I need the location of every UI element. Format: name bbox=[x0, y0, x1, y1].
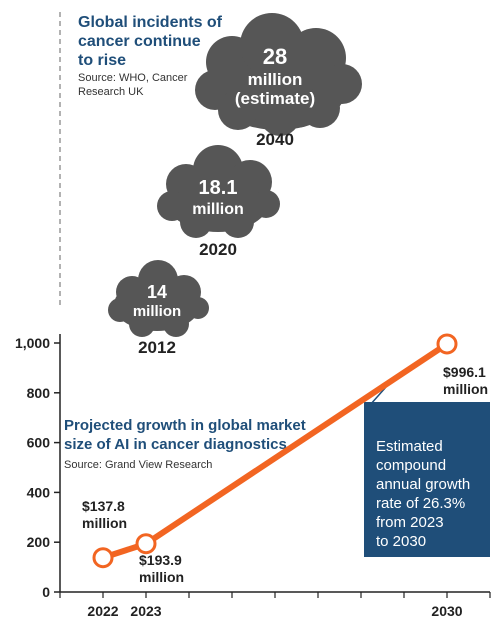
annotation-line: compound bbox=[376, 457, 446, 474]
x-tick-label: 2030 bbox=[431, 603, 462, 619]
data-point bbox=[92, 547, 114, 569]
chart-title: Projected growth in global market size o… bbox=[64, 417, 306, 471]
incidents-title-line: cancer continue bbox=[78, 33, 201, 50]
data-label: million bbox=[82, 515, 127, 531]
chart-title-line: Projected growth in global market bbox=[64, 417, 306, 434]
annotation-line: to 2030 bbox=[376, 533, 426, 550]
x-tick-label: 2022 bbox=[87, 603, 118, 619]
y-tick-label: 800 bbox=[27, 385, 51, 401]
data-label: million bbox=[443, 381, 488, 397]
y-ticks: 0 200 400 600 800 1,000 bbox=[15, 335, 60, 600]
cloud-unit: million bbox=[192, 201, 244, 218]
cloud-unit: million bbox=[133, 303, 181, 320]
annotation-line: annual growth bbox=[376, 476, 470, 493]
cloud-year: 2012 bbox=[138, 338, 176, 357]
cloud-value: 18.1 bbox=[199, 177, 238, 199]
incidents-source: Source: WHO, Cancer Research UK bbox=[78, 72, 188, 98]
cloud-2040: 28 million (estimate) 2040 bbox=[195, 13, 362, 149]
y-tick-label: 0 bbox=[42, 584, 50, 600]
incidents-title-line: to rise bbox=[78, 52, 126, 69]
incidents-source-line: Research UK bbox=[78, 86, 144, 98]
data-label: $137.8 bbox=[82, 498, 125, 514]
annotation-box bbox=[364, 402, 490, 557]
x-minor-ticks bbox=[59, 592, 491, 598]
chart-source: Source: Grand View Research bbox=[64, 459, 212, 471]
y-tick-label: 1,000 bbox=[15, 335, 50, 351]
annotation-line: rate of 26.3% bbox=[376, 495, 465, 512]
data-label: million bbox=[139, 569, 184, 585]
incidents-source-line: Source: WHO, Cancer bbox=[78, 72, 188, 84]
cloud-shape bbox=[108, 260, 209, 337]
chart-title-line: size of AI in cancer diagnostics bbox=[64, 436, 287, 453]
data-label: $193.9 bbox=[139, 552, 182, 568]
y-tick-label: 400 bbox=[27, 484, 51, 500]
incidents-title-line: Global incidents of bbox=[78, 14, 223, 31]
data-label: $996.1 bbox=[443, 364, 486, 380]
data-points bbox=[92, 333, 458, 569]
cloud-shape bbox=[195, 13, 362, 136]
cloud-note: (estimate) bbox=[235, 89, 315, 108]
cloud-value: 28 bbox=[263, 44, 287, 69]
cloud-year: 2020 bbox=[199, 240, 237, 259]
growth-annotation: Estimated compound annual growth rate of… bbox=[364, 377, 490, 557]
cloud-2020: 18.1 million 2020 bbox=[157, 145, 280, 259]
cloud-year: 2040 bbox=[256, 130, 294, 149]
y-tick-label: 200 bbox=[27, 534, 51, 550]
annotation-line: from 2023 bbox=[376, 514, 444, 531]
data-point bbox=[135, 533, 157, 555]
data-point bbox=[436, 333, 458, 355]
data-labels: $137.8 million $193.9 million $996.1 mil… bbox=[82, 364, 488, 585]
incidents-title: Global incidents of cancer continue to r… bbox=[78, 14, 223, 69]
annotation-line: Estimated bbox=[376, 438, 443, 455]
x-ticks: 2022 2023 2030 bbox=[87, 603, 462, 619]
cloud-unit: million bbox=[248, 70, 303, 89]
cloud-value: 14 bbox=[147, 282, 167, 302]
cloud-2012: 14 million 2012 bbox=[108, 260, 209, 357]
cloud-shape bbox=[157, 145, 280, 238]
x-tick-label: 2023 bbox=[130, 603, 161, 619]
y-tick-label: 600 bbox=[27, 435, 51, 451]
